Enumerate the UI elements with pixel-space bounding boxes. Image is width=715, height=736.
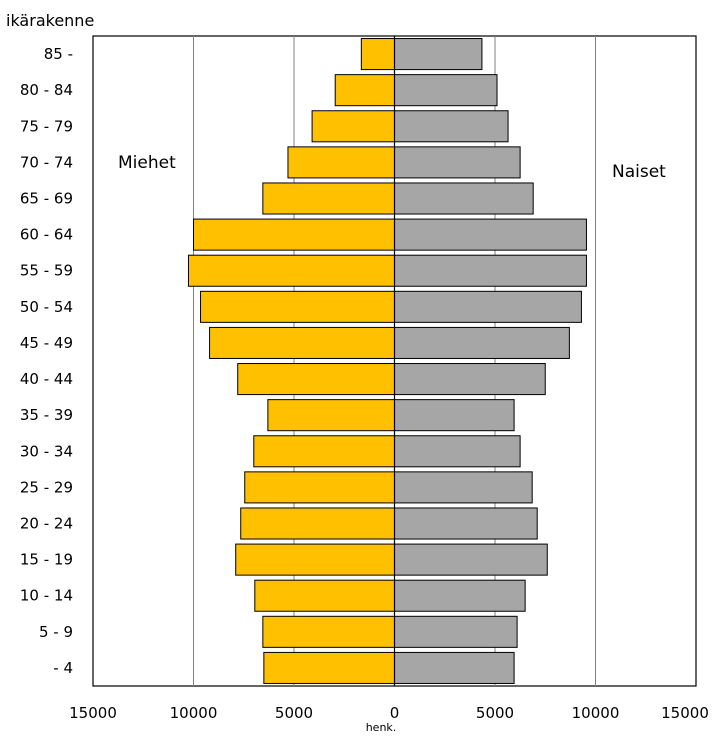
bar-women-0: [394, 38, 483, 71]
bar-men-0: [360, 38, 395, 71]
x-tick-label: 5000: [476, 704, 514, 722]
bar-women-16: [394, 615, 518, 648]
category-label: 85 -: [44, 45, 73, 63]
category-label: 30 - 34: [20, 442, 73, 460]
category-label: 70 - 74: [20, 153, 73, 171]
category-label: 55 - 59: [20, 262, 73, 280]
category-label: 40 - 44: [20, 370, 73, 388]
bar-women-12: [394, 471, 533, 504]
bar-men-5: [193, 218, 395, 251]
bar-women-2: [394, 110, 509, 143]
bar-women-4: [394, 182, 534, 215]
bar-men-7: [200, 290, 395, 323]
category-label: 50 - 54: [20, 298, 73, 316]
bar-women-14: [394, 543, 548, 576]
category-label: - 4: [53, 659, 73, 677]
x-tick-label: 0: [390, 704, 400, 722]
category-label: 65 - 69: [20, 190, 73, 208]
category-label: 45 - 49: [20, 334, 73, 352]
series-label-women: Naiset: [612, 162, 666, 182]
bar-women-11: [394, 435, 521, 468]
bar-men-16: [262, 615, 395, 648]
category-label: 80 - 84: [20, 81, 73, 99]
bar-men-13: [240, 507, 395, 540]
bar-women-13: [394, 507, 538, 540]
bar-women-9: [394, 363, 546, 396]
x-tick-label: 15000: [661, 704, 709, 722]
gridlines: [193, 36, 596, 686]
bar-men-3: [287, 146, 395, 179]
bar-men-12: [244, 471, 395, 504]
bar-men-11: [253, 435, 395, 468]
x-tick-label: 10000: [572, 704, 620, 722]
bar-men-15: [254, 579, 395, 612]
category-label: 10 - 14: [20, 587, 73, 605]
category-label: 35 - 39: [20, 406, 73, 424]
bar-men-4: [262, 182, 395, 215]
category-labels: 85 - 80 - 84 75 - 79 70 - 74 65 - 69 60 - 64 5…: [20, 45, 73, 677]
bar-women-6: [394, 254, 587, 287]
x-tick-label: 10000: [170, 704, 218, 722]
bar-men-6: [187, 254, 395, 287]
category-label: 75 - 79: [20, 117, 73, 135]
bar-men-9: [237, 363, 395, 396]
bar-women-5: [394, 218, 587, 251]
bar-men-8: [209, 326, 395, 359]
category-label: 5 - 9: [39, 623, 73, 641]
category-label: 15 - 19: [20, 551, 73, 569]
y-axis-title: ikärakenne: [6, 11, 94, 30]
category-label: 25 - 29: [20, 478, 73, 496]
bars-group: [187, 38, 587, 684]
bar-women-7: [394, 290, 582, 323]
bar-women-1: [394, 74, 498, 107]
category-label: 60 - 64: [20, 226, 73, 244]
bar-women-15: [394, 579, 526, 612]
bar-men-14: [235, 543, 395, 576]
x-axis-unit: henk.: [366, 721, 397, 734]
bar-men-1: [334, 74, 395, 107]
x-tick-label: 5000: [275, 704, 313, 722]
bar-women-17: [394, 651, 515, 684]
series-label-men: Miehet: [118, 153, 176, 173]
category-label: 20 - 24: [20, 515, 73, 533]
bar-women-8: [394, 326, 570, 359]
x-tick-label: 15000: [69, 704, 117, 722]
bar-men-10: [267, 399, 395, 432]
bar-men-2: [311, 110, 395, 143]
bar-women-3: [394, 146, 521, 179]
x-tick-labels: 15000 10000 5000 0 5000 10000 15000: [69, 704, 709, 722]
bar-women-10: [394, 399, 515, 432]
bar-men-17: [263, 651, 395, 684]
